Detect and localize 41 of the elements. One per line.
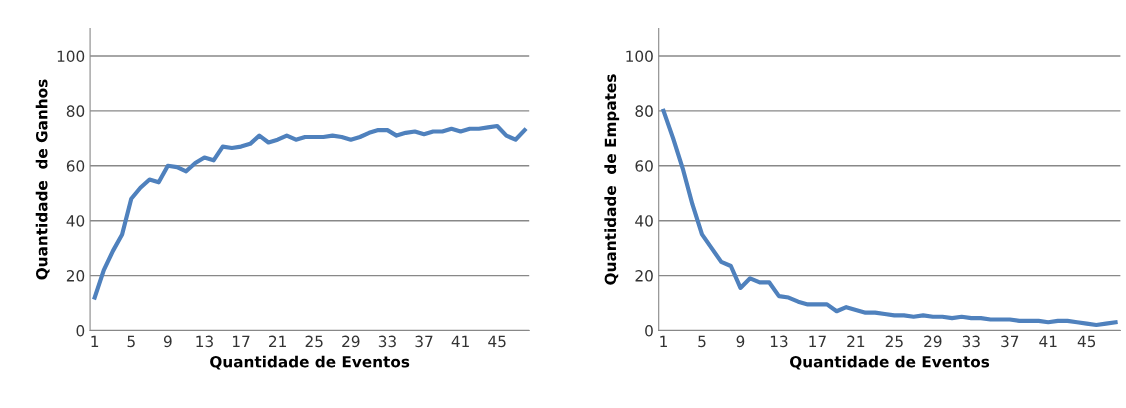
x-tick-label: 41 [451, 335, 469, 347]
x-tick-label: 17 [232, 335, 250, 347]
y-tick-label: 100 [626, 50, 653, 63]
y-tick-label: 100 [57, 50, 85, 63]
y-tick-label: 40 [635, 215, 653, 227]
line-series [92, 123, 527, 300]
x-tick-label: 41 [1039, 335, 1057, 347]
x-tick-label: 17 [809, 335, 826, 347]
y-tick-label: 60 [66, 160, 85, 172]
y-tick-label: 60 [635, 160, 653, 172]
x-tick-label: 29 [342, 335, 360, 348]
x-tick-label: 9 [736, 335, 745, 348]
x-tick-label: 25 [885, 335, 903, 348]
x-tick-label: 33 [962, 335, 980, 348]
y-tick-label: 20 [66, 270, 85, 282]
x-tick-label: 5 [127, 335, 135, 348]
y-tick-label: 40 [66, 215, 85, 227]
x-tick-label: 1 [660, 335, 667, 347]
x-tick-label: 13 [770, 335, 788, 348]
x-tick-label: 21 [847, 335, 865, 347]
y-tick-label: 20 [635, 270, 653, 282]
x-tick-label: 5 [698, 335, 706, 348]
y-tick-label: 0 [645, 324, 653, 337]
y-tick-label: 80 [635, 105, 653, 117]
x-axis-title: Quantidade de Eventos [790, 355, 990, 370]
x-tick-label: 13 [196, 335, 213, 348]
x-tick-label: 45 [488, 335, 506, 348]
x-axis-title: Quantidade de Eventos [210, 355, 410, 370]
y-axis-title: Quantidade de Empates [604, 74, 620, 285]
x-tick-label: 29 [924, 335, 942, 348]
y-axis-title: Quantidade de Ganhos [35, 79, 50, 280]
x-tick-label: 9 [163, 335, 172, 348]
x-tick-label: 25 [305, 335, 323, 348]
x-tick-label: 37 [1001, 335, 1019, 348]
x-tick-label: 45 [1077, 335, 1096, 348]
x-tick-label: 37 [415, 335, 433, 348]
x-tick-label: 21 [269, 335, 286, 347]
y-tick-label: 0 [76, 324, 85, 337]
x-tick-label: 1 [91, 335, 99, 347]
x-tick-label: 33 [378, 335, 396, 348]
y-tick-label: 80 [66, 105, 85, 117]
